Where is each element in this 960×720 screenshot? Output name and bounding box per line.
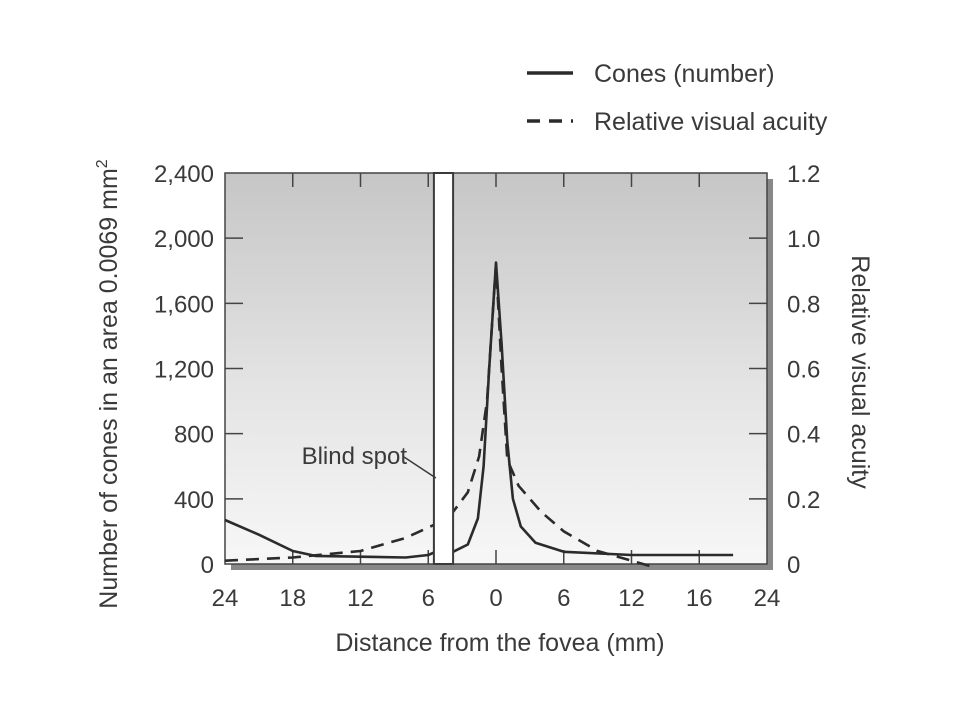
y-right-axis-title: Relative visual acuity	[846, 255, 874, 489]
y-right-tick-label: 0.8	[787, 291, 820, 318]
x-tick-label: 6	[422, 585, 435, 612]
y-left-tick-label: 2,000	[154, 226, 214, 253]
y-left-tick-label: 1,600	[154, 291, 214, 318]
axis-ticks	[225, 173, 767, 564]
y-left-tick-label: 0	[201, 552, 214, 579]
legend-cones-label: Cones (number)	[594, 60, 775, 88]
x-tick-label: 12	[618, 585, 645, 612]
y-left-tick-label: 400	[174, 487, 214, 514]
blind-spot-band	[432, 172, 455, 565]
x-tick-label: 12	[347, 585, 374, 612]
x-tick-label: 24	[754, 585, 781, 612]
cones-line	[224, 261, 734, 559]
blind-spot-label: Blind spot	[302, 443, 408, 470]
y-left-axis-title-main: Number of cones in an area 0.0069 mm	[95, 168, 123, 609]
series-layer	[224, 261, 734, 569]
x-tick-label: 0	[489, 585, 502, 612]
plot-area	[224, 172, 768, 565]
x-tick-label: 24	[212, 585, 239, 612]
x-tick-label: 16	[686, 585, 713, 612]
x-tick-label: 6	[557, 585, 570, 612]
x-tick-label: 18	[279, 585, 306, 612]
blind-spot-leader	[403, 456, 437, 479]
x-axis-title: Distance from the fovea (mm)	[335, 629, 664, 657]
y-right-tick-label: 0	[787, 552, 800, 579]
y-left-tick-label: 1,200	[154, 357, 214, 384]
y-left-tick-label: 2,400	[154, 161, 214, 188]
legend-acuity-label: Relative visual acuity	[594, 108, 828, 136]
y-left-axis-title: Number of cones in an area 0.0069 mm2	[94, 159, 123, 609]
y-right-tick-label: 0.6	[787, 357, 820, 384]
legend: Cones (number) Relative visual acuity	[527, 60, 828, 136]
y-right-tick-label: 0.2	[787, 487, 820, 514]
y-right-tick-label: 1.0	[787, 226, 820, 253]
acuity-line	[224, 262, 655, 569]
y-right-tick-label: 1.2	[787, 161, 820, 188]
y-left-axis-title-sup: 2	[94, 159, 111, 168]
tick-labels: 0 400 800 1,200 1,600 2,000 2,400 0 0.2 0.4 0.6 0.8…	[154, 161, 820, 612]
y-right-tick-label: 0.4	[787, 422, 820, 449]
y-left-tick-label: 800	[174, 422, 214, 449]
